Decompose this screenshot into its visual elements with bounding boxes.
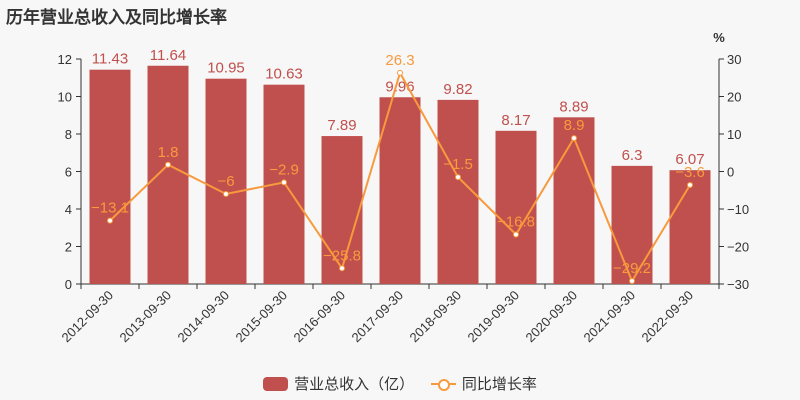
growth-rate-label: 26.3 [385,52,414,69]
left-axis-tick-label: 2 [65,240,72,255]
growth-rate-label: −13.1 [91,200,129,217]
left-axis-tick-label: 4 [65,202,72,217]
growth-rate-marker [455,174,461,181]
revenue-bar-label: 10.63 [265,66,303,83]
legend-label-revenue: 营业总收入（亿） [294,375,415,393]
legend-item-growth[interactable]: 同比增长率 [430,373,537,394]
growth-rate-label: −25.8 [323,247,361,264]
revenue-bar-label: 6.07 [675,151,704,168]
revenue-bar-label: 9.96 [385,78,414,95]
revenue-bar-label: 8.17 [501,112,530,129]
revenue-bar-label: 8.89 [559,98,588,115]
x-axis-label: 2022-09-30 [638,288,696,346]
revenue-bar-label: 6.3 [622,147,643,164]
x-axis-label: 2012-09-30 [58,288,116,346]
left-axis-tick-label: 0 [65,277,72,292]
revenue-bar-label: 7.89 [327,117,356,134]
right-axis-tick-label: 0 [727,165,734,180]
growth-rate-marker [281,179,287,186]
legend: 营业总收入（亿） 同比增长率 [0,373,800,395]
revenue-bar [379,97,421,284]
revenue-bar [611,165,653,284]
line-marker-icon [430,377,456,391]
right-axis-tick-label: 10 [727,127,741,142]
growth-rate-marker [339,265,345,272]
x-axis-label: 2019-09-30 [464,288,522,346]
growth-rate-marker [397,69,403,76]
growth-rate-label: −1.5 [443,156,473,173]
growth-rate-label: −16.8 [497,214,535,231]
left-axis-tick-label: 8 [65,127,72,142]
revenue-bar [147,65,189,284]
left-axis-tick-label: 6 [65,165,72,180]
right-axis-tick-label: −20 [727,240,749,255]
right-axis-unit: % [713,30,725,45]
x-axis-label: 2014-09-30 [174,288,232,346]
growth-rate-marker [571,135,577,142]
revenue-bar [495,130,537,284]
revenue-bar-label: 11.64 [150,47,186,64]
growth-rate-marker [513,231,519,238]
legend-label-growth: 同比增长率 [461,375,537,393]
left-axis-tick-label: 12 [58,52,72,67]
revenue-bar [89,69,131,284]
growth-rate-label: −3.6 [675,164,705,181]
revenue-bar-label: 9.82 [443,81,472,98]
growth-rate-label: −29.2 [613,260,651,277]
growth-rate-marker [107,217,113,224]
revenue-bar-label: 11.43 [92,51,128,68]
x-axis-label: 2018-09-30 [406,288,464,346]
right-axis-tick-label: −10 [727,202,749,217]
right-axis-tick-label: 20 [727,90,741,105]
x-axis-label: 2017-09-30 [348,288,406,346]
left-axis-tick-label: 10 [58,90,72,105]
growth-rate-marker [629,278,635,284]
x-axis-label: 2016-09-30 [290,288,348,346]
right-axis-tick-label: 30 [727,52,741,67]
bar-swatch-icon [263,376,289,391]
growth-rate-marker [223,191,229,197]
revenue-bar [321,136,363,284]
x-axis-label: 2015-09-30 [232,288,290,346]
growth-rate-label: 8.9 [564,117,585,134]
revenue-bar [669,170,711,284]
revenue-bar [553,117,595,284]
growth-rate-marker [165,161,171,168]
x-axis-label: 2021-09-30 [580,288,638,346]
revenue-bar-label: 10.95 [207,60,245,77]
x-axis-label: 2020-09-30 [522,288,580,346]
growth-rate-label: −2.9 [269,161,299,178]
growth-rate-label: 1.8 [158,144,179,161]
legend-item-revenue[interactable]: 营业总收入（亿） [263,373,414,394]
growth-rate-marker [687,182,693,188]
revenue-bar [205,78,247,284]
growth-rate-label: −6 [217,173,234,190]
right-axis-tick-label: −30 [727,277,749,292]
x-axis-label: 2013-09-30 [116,288,174,346]
chart-title: 历年营业总收入及同比增长率 [6,8,227,28]
